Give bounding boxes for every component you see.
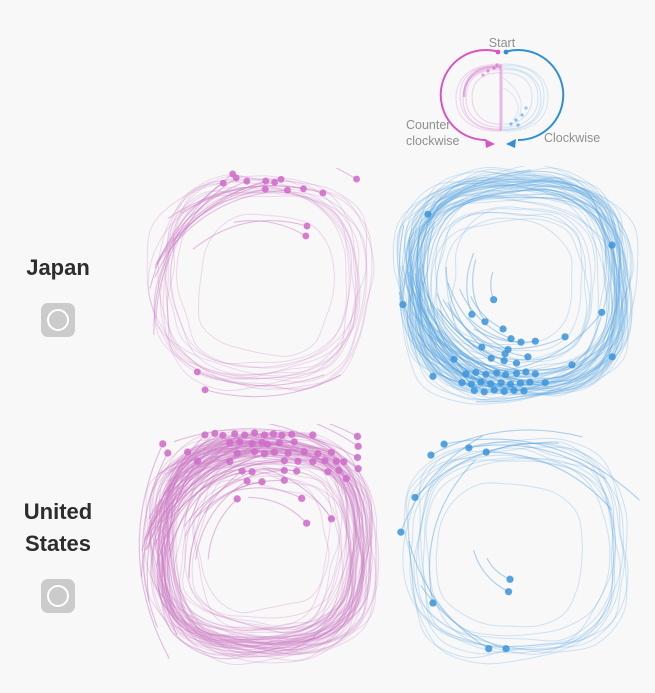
row-label-japan: Japan xyxy=(26,255,90,280)
japan-replay-button[interactable] xyxy=(41,303,75,337)
legend-ccw-arrow xyxy=(439,49,501,148)
replay-circle-icon xyxy=(47,309,69,331)
replay-circle-icon xyxy=(47,585,69,607)
legend-ccw-bundle xyxy=(455,63,503,132)
legend-cw-bundle xyxy=(502,63,549,132)
legend-cw-dots xyxy=(509,106,528,127)
chart-united-states-counterclockwise xyxy=(138,424,386,672)
chart-japan-counterclockwise xyxy=(143,168,379,404)
legend-cw-arrow xyxy=(503,49,565,148)
legend-counterclockwise-label-line2: clockwise xyxy=(406,134,460,148)
united-states-replay-button[interactable] xyxy=(41,579,75,613)
chart-united-states-clockwise xyxy=(392,428,640,676)
legend-clockwise-label: Clockwise xyxy=(544,131,600,145)
legend-ccw-dots xyxy=(481,63,499,77)
legend-counterclockwise-label: Counter xyxy=(406,118,450,132)
legend-start-label: Start xyxy=(489,36,516,50)
direction-legend: Start xyxy=(406,36,600,148)
row-label-united-states: United States xyxy=(23,499,93,556)
chart-japan-clockwise xyxy=(392,166,640,410)
